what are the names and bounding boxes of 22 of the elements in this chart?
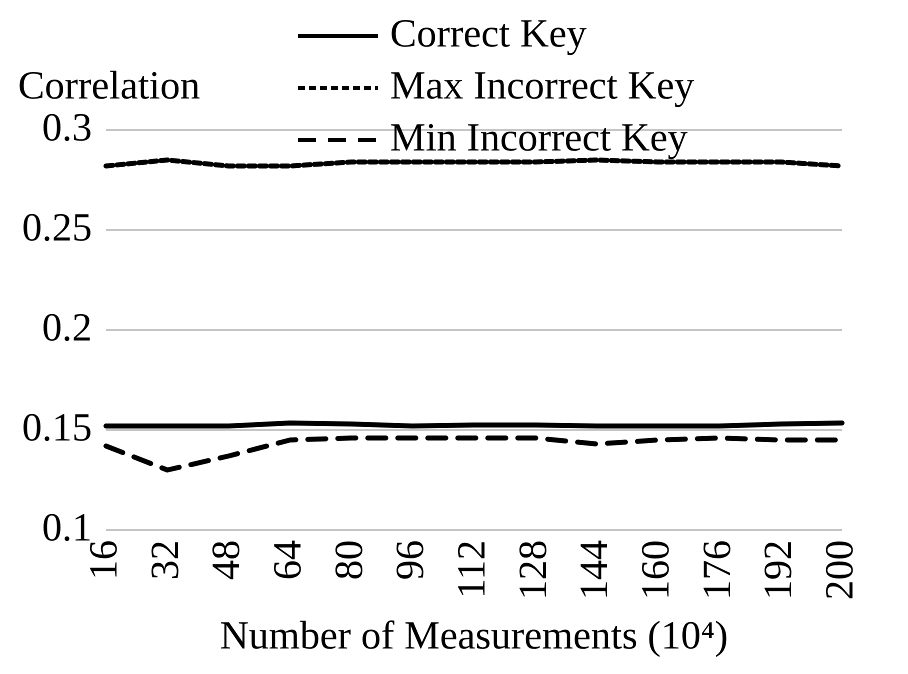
legend-label: Correct Key — [390, 10, 587, 56]
x-tick-label: 32 — [142, 540, 187, 580]
legend-label: Min Incorrect Key — [390, 114, 688, 160]
x-axis-title: Number of Measurements (10⁴) — [220, 612, 728, 658]
x-tick-label: 160 — [632, 540, 678, 600]
x-tick-label: 112 — [448, 540, 494, 599]
x-tick-label: 200 — [816, 540, 862, 600]
x-tick-label: 64 — [264, 540, 310, 580]
y-tick-label: 0.15 — [22, 404, 92, 450]
legend-label: Max Incorrect Key — [390, 62, 694, 108]
y-tick-label: 0.3 — [42, 104, 92, 150]
y-axis-title: Correlation — [18, 62, 200, 108]
x-tick-label: 192 — [755, 540, 800, 600]
x-tick-label: 16 — [80, 540, 126, 580]
y-tick-label: 0.25 — [22, 204, 92, 250]
y-tick-label: 0.2 — [42, 304, 92, 350]
x-tick-label: 176 — [694, 540, 739, 600]
x-tick-label: 144 — [571, 540, 616, 600]
x-tick-label: 48 — [203, 540, 248, 580]
x-tick-label: 96 — [387, 540, 432, 580]
x-tick-label: 80 — [326, 540, 371, 580]
x-tick-label: 128 — [510, 540, 555, 600]
